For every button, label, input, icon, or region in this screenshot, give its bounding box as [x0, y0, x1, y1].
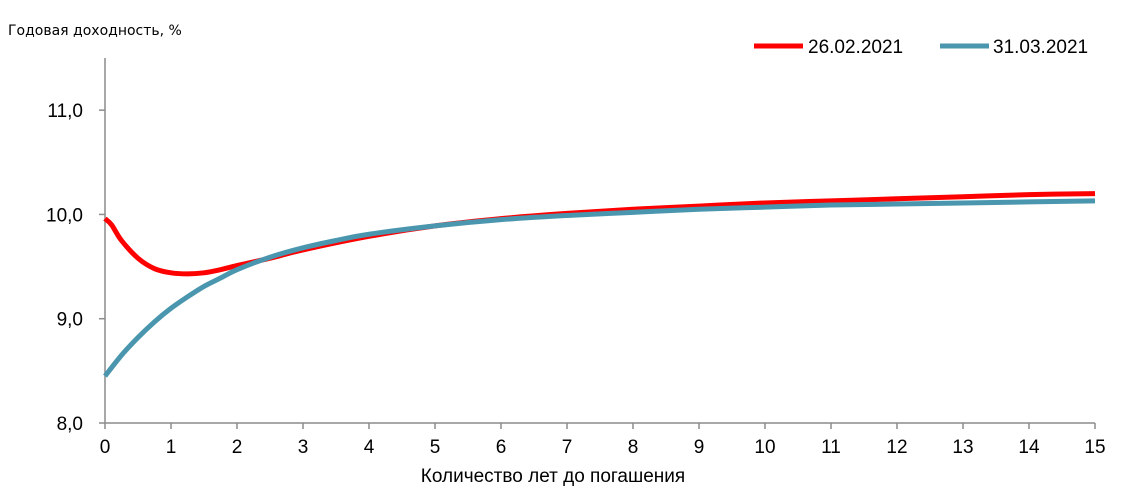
legend-label-series-2: 31.03.2021 — [993, 37, 1088, 58]
x-tick-label: 15 — [1084, 437, 1105, 458]
x-tick-label: 5 — [430, 437, 441, 458]
x-tick-label: 13 — [952, 437, 973, 458]
y-tick-label: 9,0 — [57, 310, 83, 331]
y-tick-label: 11,0 — [47, 101, 83, 122]
x-tick-label: 11 — [821, 437, 841, 458]
x-axis-title: Количество лет до погашения — [421, 466, 685, 487]
legend: 26.02.2021 31.03.2021 — [754, 37, 1088, 58]
x-tick-label: 8 — [628, 437, 639, 458]
series-layer — [103, 191, 1096, 378]
x-tick-label: 14 — [1018, 437, 1040, 458]
x-tick-label: 10 — [754, 437, 775, 458]
x-tick-label: 9 — [694, 437, 705, 458]
x-tick-label: 3 — [298, 437, 309, 458]
ticks-layer: 0 1 2 3 4 5 6 7 8 9 10 11 12 13 14 158,09,010,011,0 — [46, 101, 1106, 458]
x-tick-label: 4 — [364, 437, 375, 458]
x-tick-label: 1 — [166, 437, 177, 458]
y-axis-title: Годовая доходность, % — [8, 23, 182, 39]
x-tick-label: 12 — [886, 437, 907, 458]
x-tick-label: 6 — [496, 437, 507, 458]
y-tick-label: 8,0 — [57, 414, 83, 435]
legend-label-series-1: 26.02.2021 — [808, 37, 903, 58]
x-tick-label: 7 — [562, 437, 573, 458]
x-tick-label: 2 — [232, 437, 243, 458]
y-tick-label: 10,0 — [46, 205, 83, 226]
x-tick-label: 0 — [100, 437, 111, 458]
series-line-2 — [103, 198, 1096, 378]
